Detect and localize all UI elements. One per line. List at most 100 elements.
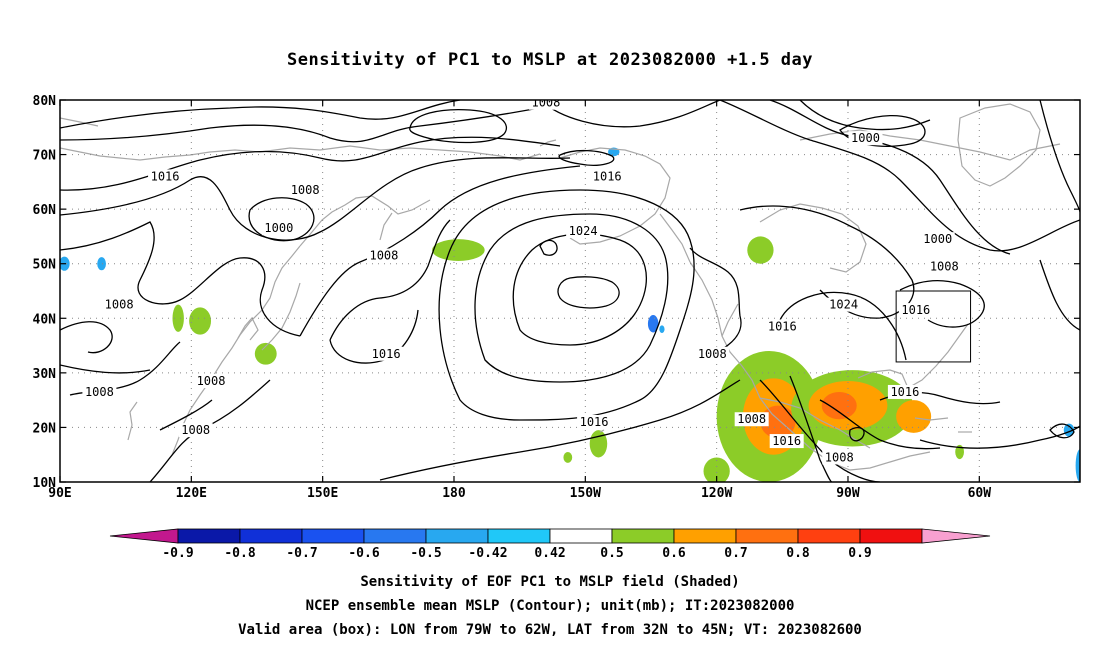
sensitivity-shading — [189, 307, 212, 335]
coastline — [60, 117, 99, 127]
contour-label-bg — [848, 131, 883, 146]
colorbar-segment — [487, 528, 551, 544]
colorbar-segment — [735, 528, 799, 544]
colorbar-segment — [239, 528, 303, 544]
isobar-contour — [739, 205, 915, 319]
coastline — [539, 139, 557, 147]
isobar-contour — [60, 321, 113, 354]
contour-label-bg — [261, 221, 296, 236]
contour-label-bg — [769, 434, 804, 449]
colorbar-level-label: 0.9 — [848, 546, 871, 561]
contour-label-bg — [826, 297, 861, 312]
isobar-contour — [779, 291, 907, 361]
sensitivity-shading — [432, 239, 485, 261]
lat-tick-label: 60N — [33, 203, 57, 218]
lon-tick-label: 120E — [176, 486, 207, 501]
contour-label-bg — [288, 183, 323, 198]
contour-label: 1000 — [923, 232, 952, 246]
isobar-contour — [159, 399, 213, 431]
isobar-contour — [60, 221, 301, 337]
isobar-contour — [558, 149, 615, 166]
caption-valid-area: Valid area (box): LON from 79W to 62W, L… — [238, 622, 862, 638]
isobar-contour — [474, 213, 669, 383]
colorbar-level-label: -0.42 — [468, 546, 507, 561]
colorbar-segment — [301, 528, 365, 544]
contour-label-bg — [82, 384, 117, 399]
contour-label: 1008 — [291, 183, 320, 197]
contour-label: 1008 — [531, 96, 560, 110]
lat-tick-label: 20N — [33, 421, 57, 436]
contour-label-bg — [194, 374, 229, 389]
colorbar-level-label: -0.7 — [286, 546, 317, 561]
contour-label-bg — [577, 414, 612, 429]
contour-label-bg — [590, 169, 625, 184]
coastline — [60, 145, 541, 161]
plot-frame — [59, 99, 1081, 483]
sensitivity-shading — [703, 457, 730, 482]
sensitivity-shading — [296, 352, 306, 361]
contour-label: 1008 — [369, 249, 398, 263]
lon-tick-label: 90W — [836, 486, 860, 501]
sensitivity-shading — [647, 315, 659, 333]
lat-tick-label: 50N — [33, 258, 57, 273]
contour-label: 1008 — [197, 374, 226, 388]
contour-label-bg — [822, 450, 857, 465]
isobar-contour — [539, 100, 721, 128]
contour-label: 1016 — [901, 303, 930, 317]
contour-label-bg — [366, 248, 401, 263]
coastline — [149, 245, 301, 482]
contour-label: 1008 — [85, 385, 114, 399]
lon-tick-label: 120W — [701, 486, 732, 501]
sensitivity-shading — [348, 285, 359, 308]
isobar-contour — [299, 165, 581, 337]
sensitivity-shading — [522, 357, 526, 362]
colorbar-level-label: -0.9 — [162, 546, 193, 561]
sensitivity-shading — [589, 430, 608, 458]
coastline — [379, 212, 393, 241]
contour-label: 1016 — [890, 385, 919, 399]
sensitivity-shading — [254, 342, 277, 365]
sensitivity-shading — [821, 391, 857, 420]
isobar-contour — [60, 103, 561, 143]
contour-label-bg — [887, 384, 922, 399]
sensitivity-shading — [760, 405, 796, 439]
isobar-contour — [409, 108, 507, 144]
caption-contour: NCEP ensemble mean MSLP (Contour); unit(… — [305, 598, 795, 614]
contour-label: 1000 — [851, 131, 880, 145]
isobar-contour — [379, 379, 741, 481]
sensitivity-shading — [683, 300, 697, 314]
colorbar-segment — [425, 528, 489, 544]
coastline — [957, 103, 1041, 187]
contour-label: 1008 — [737, 412, 766, 426]
isobar-contour — [769, 100, 1011, 255]
colorbar-level-label: 0.8 — [786, 546, 810, 561]
sensitivity-shading — [563, 451, 573, 463]
colorbar-segment — [673, 528, 737, 544]
lat-tick-label: 70N — [33, 149, 57, 164]
colorbar-level-label: 0.42 — [534, 546, 565, 561]
colorbar-level-label: -0.8 — [224, 546, 255, 561]
coastline — [559, 147, 671, 245]
sensitivity-shading — [1075, 449, 1080, 482]
coastline — [261, 282, 301, 351]
contour-label-bg — [566, 223, 601, 238]
contour-label: 1016 — [372, 347, 401, 361]
contour-label-bg — [695, 346, 730, 361]
contour-label: 1016 — [772, 434, 801, 448]
isobar-contour — [899, 279, 985, 328]
lon-tick-label: 180 — [442, 486, 466, 501]
sensitivity-shading — [747, 236, 774, 264]
colorbar-segment — [177, 528, 241, 544]
valid-area-box — [895, 290, 972, 363]
lon-tick-label: 60W — [968, 486, 992, 501]
coastline — [914, 417, 949, 421]
isobar-contour — [60, 100, 461, 129]
isobar-contour — [329, 219, 451, 341]
sensitivity-shading — [398, 222, 409, 240]
coastline — [659, 213, 691, 263]
colorbar-level-label: -0.6 — [348, 546, 379, 561]
colorbar-level-label: -0.5 — [410, 546, 441, 561]
contour-label-bg — [102, 297, 137, 312]
sensitivity-shading — [896, 400, 932, 433]
sensitivity-shading — [1063, 423, 1075, 437]
